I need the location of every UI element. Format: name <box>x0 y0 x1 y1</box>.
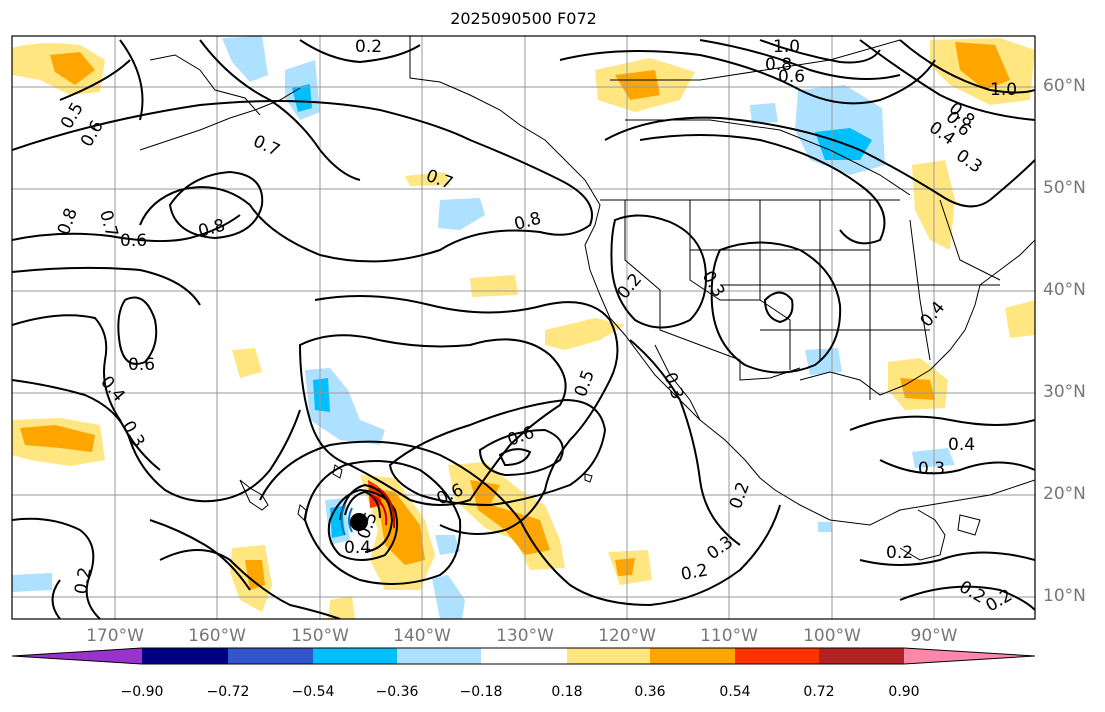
shaded-fields <box>12 36 1035 619</box>
contour-label: 0.3 <box>918 459 945 479</box>
colorbar-tick-label: −0.36 <box>375 684 419 700</box>
fill-positive <box>328 596 355 619</box>
fill-negative <box>222 36 268 82</box>
lon-label-160w: 160°W <box>188 626 246 646</box>
storm-center-marker <box>350 513 368 531</box>
colorbar-bin <box>650 648 735 664</box>
fill-positive <box>232 348 262 378</box>
map-title: 2025090500 F072 <box>450 9 597 28</box>
lon-label-150w: 150°W <box>291 626 349 646</box>
fill-positive <box>615 558 635 576</box>
fill-negative <box>438 198 485 230</box>
colorbar-tick-label: −0.54 <box>291 684 335 700</box>
fill-negative <box>313 378 330 412</box>
fill-positive <box>615 70 660 100</box>
lon-label-110w: 110°W <box>700 626 758 646</box>
colorbar-bin <box>819 648 904 664</box>
contour-label: 0.2 <box>679 561 709 585</box>
lat-label-10n: 10°N <box>1043 586 1086 606</box>
contour-label: 0.2 <box>886 543 913 563</box>
lat-label-30n: 30°N <box>1043 382 1086 402</box>
colorbar-bin <box>481 648 567 664</box>
colorbar-tick-label: 0.90 <box>888 684 920 700</box>
fill-negative <box>750 103 778 124</box>
colorbar-extend-min <box>12 648 142 664</box>
colorbar-tick-label: −0.72 <box>206 684 250 700</box>
colorbar-bin <box>313 648 397 664</box>
contour-label: 0.8 <box>765 55 792 75</box>
fill-negative <box>12 573 52 592</box>
fill-negative <box>292 84 312 112</box>
colorbar-tick-label: −0.90 <box>120 684 164 700</box>
fill-positive <box>955 42 1010 90</box>
contour-label: 0.2 <box>71 566 95 596</box>
graticule <box>12 36 1035 619</box>
contour-label: 0.4 <box>948 435 975 455</box>
lon-label-100w: 100°W <box>803 626 861 646</box>
colorbar-bin <box>397 648 481 664</box>
contour-label: 1.0 <box>773 37 800 57</box>
fill-positive <box>470 275 518 297</box>
colorbar <box>11 647 1036 665</box>
contour-lines <box>12 39 1035 619</box>
fill-positive <box>20 425 95 452</box>
fill-positive <box>545 318 625 350</box>
colorbar-tick-label: 0.54 <box>719 684 751 700</box>
fill-positive <box>405 172 450 186</box>
lat-label-50n: 50°N <box>1043 178 1086 198</box>
colorbar-tick-label: 0.36 <box>634 684 666 700</box>
lon-label-140w: 140°W <box>393 626 451 646</box>
colorbar-bin <box>228 648 313 664</box>
lon-label-130w: 130°W <box>496 626 554 646</box>
lat-label-60n: 60°N <box>1043 76 1086 96</box>
lon-label-170w: 170°W <box>86 626 144 646</box>
colorbar-outline <box>11 647 1036 665</box>
colorbar-bin <box>735 648 819 664</box>
fill-positive <box>1005 300 1035 338</box>
fill-positive <box>900 378 935 400</box>
colorbar-tick-label: 0.72 <box>803 684 835 700</box>
colorbar-tick-label: 0.18 <box>551 684 583 700</box>
contour-label: 0.2 <box>355 37 382 57</box>
contour-label: 0.6 <box>120 231 147 251</box>
contour-label: 1.0 <box>990 80 1017 100</box>
lon-label-90w: 90°W <box>910 626 958 646</box>
fill-negative <box>435 535 460 555</box>
colorbar-tick-label: −0.18 <box>459 684 503 700</box>
storm-core <box>339 483 396 553</box>
fill-positive <box>245 560 265 590</box>
contour-label: 0.4 <box>344 538 371 558</box>
fill-positive <box>50 52 95 85</box>
fill-positive <box>372 488 425 565</box>
colorbar-bin <box>142 648 228 664</box>
contour-label: 0.6 <box>778 67 805 87</box>
lat-label-20n: 20°N <box>1043 484 1086 504</box>
lat-label-40n: 40°N <box>1043 280 1086 300</box>
fill-negative <box>805 348 842 375</box>
coastlines <box>139 36 1035 561</box>
colorbar-extend-max <box>904 648 1035 664</box>
lon-label-120w: 120°W <box>598 626 656 646</box>
fill-negative <box>818 522 832 532</box>
contour-label: 0.6 <box>128 355 155 375</box>
colorbar-bin <box>567 648 650 664</box>
map-frame <box>11 35 1036 620</box>
